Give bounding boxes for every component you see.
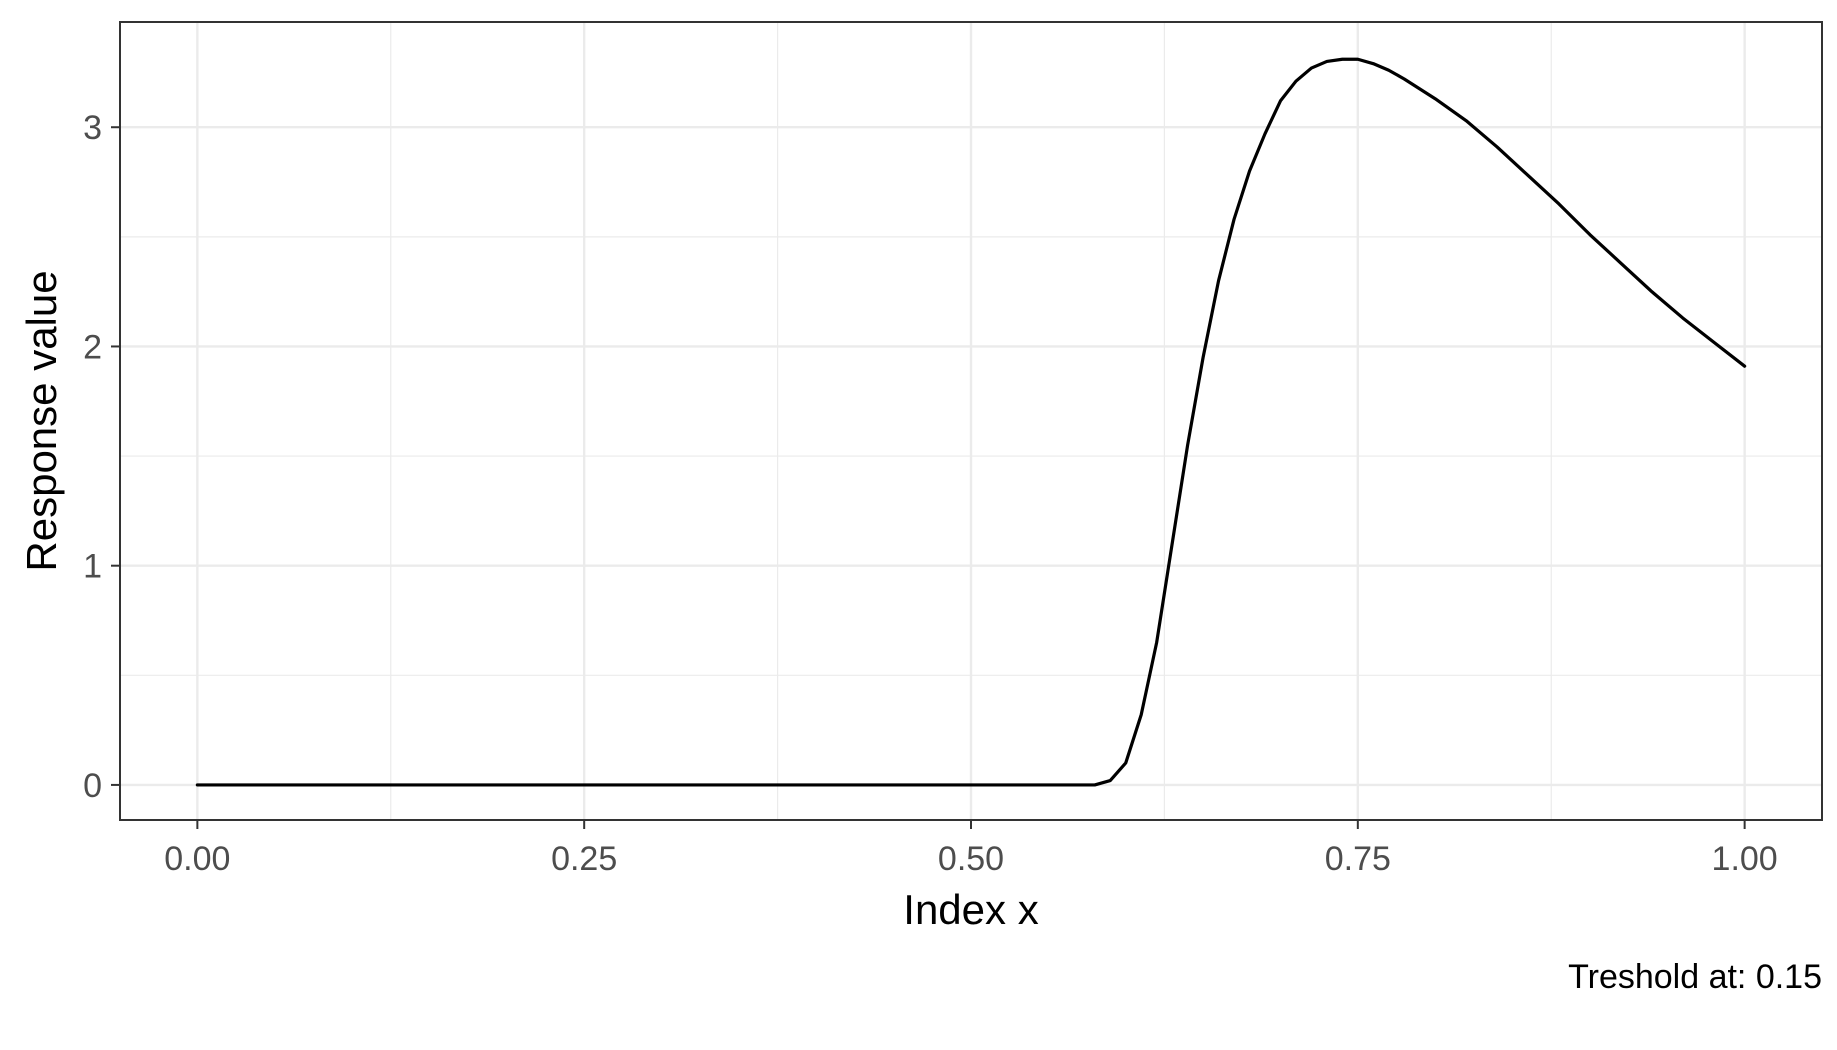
y-axis-title: Response value: [18, 270, 65, 571]
x-axis: 0.00 0.25 0.50 0.75 1.00: [164, 820, 1778, 878]
x-tick-label: 0.50: [938, 840, 1004, 878]
x-tick-label: 0.25: [551, 840, 617, 878]
y-axis: 0 1 2 3: [83, 109, 120, 805]
y-tick-label: 2: [83, 328, 102, 366]
x-tick-label: 0.00: [164, 840, 230, 878]
y-tick-label: 1: [83, 548, 102, 586]
y-tick-label: 0: [83, 767, 102, 805]
grid-lines: [120, 22, 1822, 820]
x-axis-title: Index x: [903, 886, 1038, 933]
y-tick-label: 3: [83, 109, 102, 147]
x-tick-label: 1.00: [1712, 840, 1778, 878]
series-line: [195, 57, 1747, 787]
chart-caption: Treshold at: 0.15: [1568, 958, 1822, 996]
x-tick-label: 0.75: [1325, 840, 1391, 878]
